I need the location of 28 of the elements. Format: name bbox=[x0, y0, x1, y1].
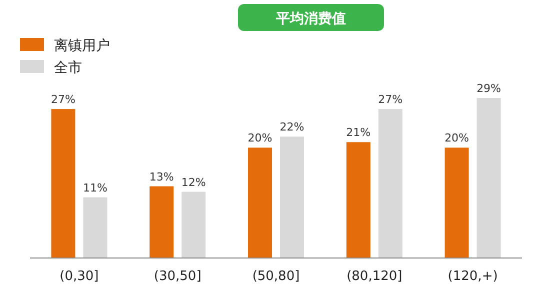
data-label: 22% bbox=[280, 120, 304, 134]
bar bbox=[248, 148, 272, 258]
x-tick-label: (120,+) bbox=[448, 269, 498, 284]
bar bbox=[444, 148, 469, 258]
bar bbox=[346, 142, 370, 258]
data-label: 20% bbox=[248, 132, 272, 145]
bar bbox=[182, 192, 206, 258]
bar bbox=[51, 109, 76, 258]
data-label: 27% bbox=[50, 93, 76, 106]
data-label: 20% bbox=[444, 132, 470, 145]
data-label: 13% bbox=[149, 170, 174, 184]
legend-label: 全市 bbox=[54, 60, 82, 76]
x-tick-label: (30,50] bbox=[154, 269, 202, 284]
chart-title: 平均消费值 bbox=[275, 11, 346, 27]
data-label: 27% bbox=[378, 93, 403, 106]
data-label: 11% bbox=[82, 181, 108, 194]
bar bbox=[476, 98, 501, 258]
bar bbox=[83, 197, 108, 258]
legend-label: 离镇用户 bbox=[54, 38, 110, 54]
data-label: 12% bbox=[181, 176, 206, 189]
bar bbox=[378, 109, 402, 258]
x-tick-label: (80,120] bbox=[346, 269, 402, 284]
x-tick-label: (0,30] bbox=[60, 269, 99, 284]
bar bbox=[280, 136, 304, 258]
data-label: 21% bbox=[346, 126, 371, 140]
data-label: 29% bbox=[476, 82, 502, 95]
x-tick-label: (50,80] bbox=[252, 269, 300, 284]
bar bbox=[150, 186, 174, 258]
